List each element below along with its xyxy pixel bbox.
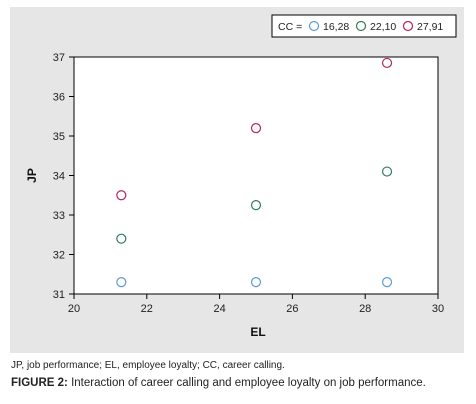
y-tick-label: 33 (53, 210, 65, 222)
x-tick-label: 28 (359, 303, 371, 315)
x-tick-label: 22 (141, 303, 153, 315)
x-tick-label: 30 (432, 303, 444, 315)
data-point-series-2 (381, 166, 393, 177)
legend-label-series-3: 27,91 (417, 21, 443, 33)
legend-title: CC = (278, 21, 302, 33)
caption-text: Interaction of career calling and employ… (67, 377, 426, 389)
x-tick-label: 20 (68, 303, 80, 315)
y-tick-label: 32 (53, 250, 65, 262)
scatter-chart: 20 22 24 26 28 30 31 32 33 34 35 36 37 EL JP CC = 16,28 2… (25, 14, 457, 339)
legend-box (271, 14, 457, 38)
y-axis-title: JP (25, 168, 39, 183)
legend-marker-series-3 (402, 20, 414, 32)
figure-footnote: JP, job performance; EL, employee loyalt… (11, 360, 285, 371)
y-tick-label: 35 (53, 131, 65, 143)
data-point-series-3 (381, 57, 393, 69)
data-point-series-3 (250, 122, 262, 134)
data-point-series-3 (116, 190, 127, 201)
legend-marker-series-2 (355, 20, 367, 32)
y-tick-label: 34 (53, 171, 65, 183)
legend-label-series-2: 22,10 (370, 21, 396, 33)
data-point-series-1 (250, 277, 262, 288)
data-point-series-1 (116, 277, 127, 288)
legend-marker-series-1 (308, 20, 320, 32)
data-point-series-1 (381, 277, 393, 288)
x-tick-label: 26 (286, 303, 298, 315)
y-tick-label: 37 (53, 52, 65, 64)
y-tick-label: 31 (53, 289, 65, 301)
x-tick-label: 24 (213, 303, 225, 315)
legend-label-series-1: 16,28 (323, 21, 349, 33)
figure-caption: FIGURE 2: Interaction of career calling … (11, 377, 426, 389)
y-tick-label: 36 (53, 92, 65, 104)
plot-area (73, 56, 439, 295)
data-point-series-2 (116, 233, 127, 244)
data-point-series-2 (250, 200, 262, 211)
x-axis-title: EL (250, 325, 265, 339)
caption-label: FIGURE 2: (11, 377, 68, 389)
